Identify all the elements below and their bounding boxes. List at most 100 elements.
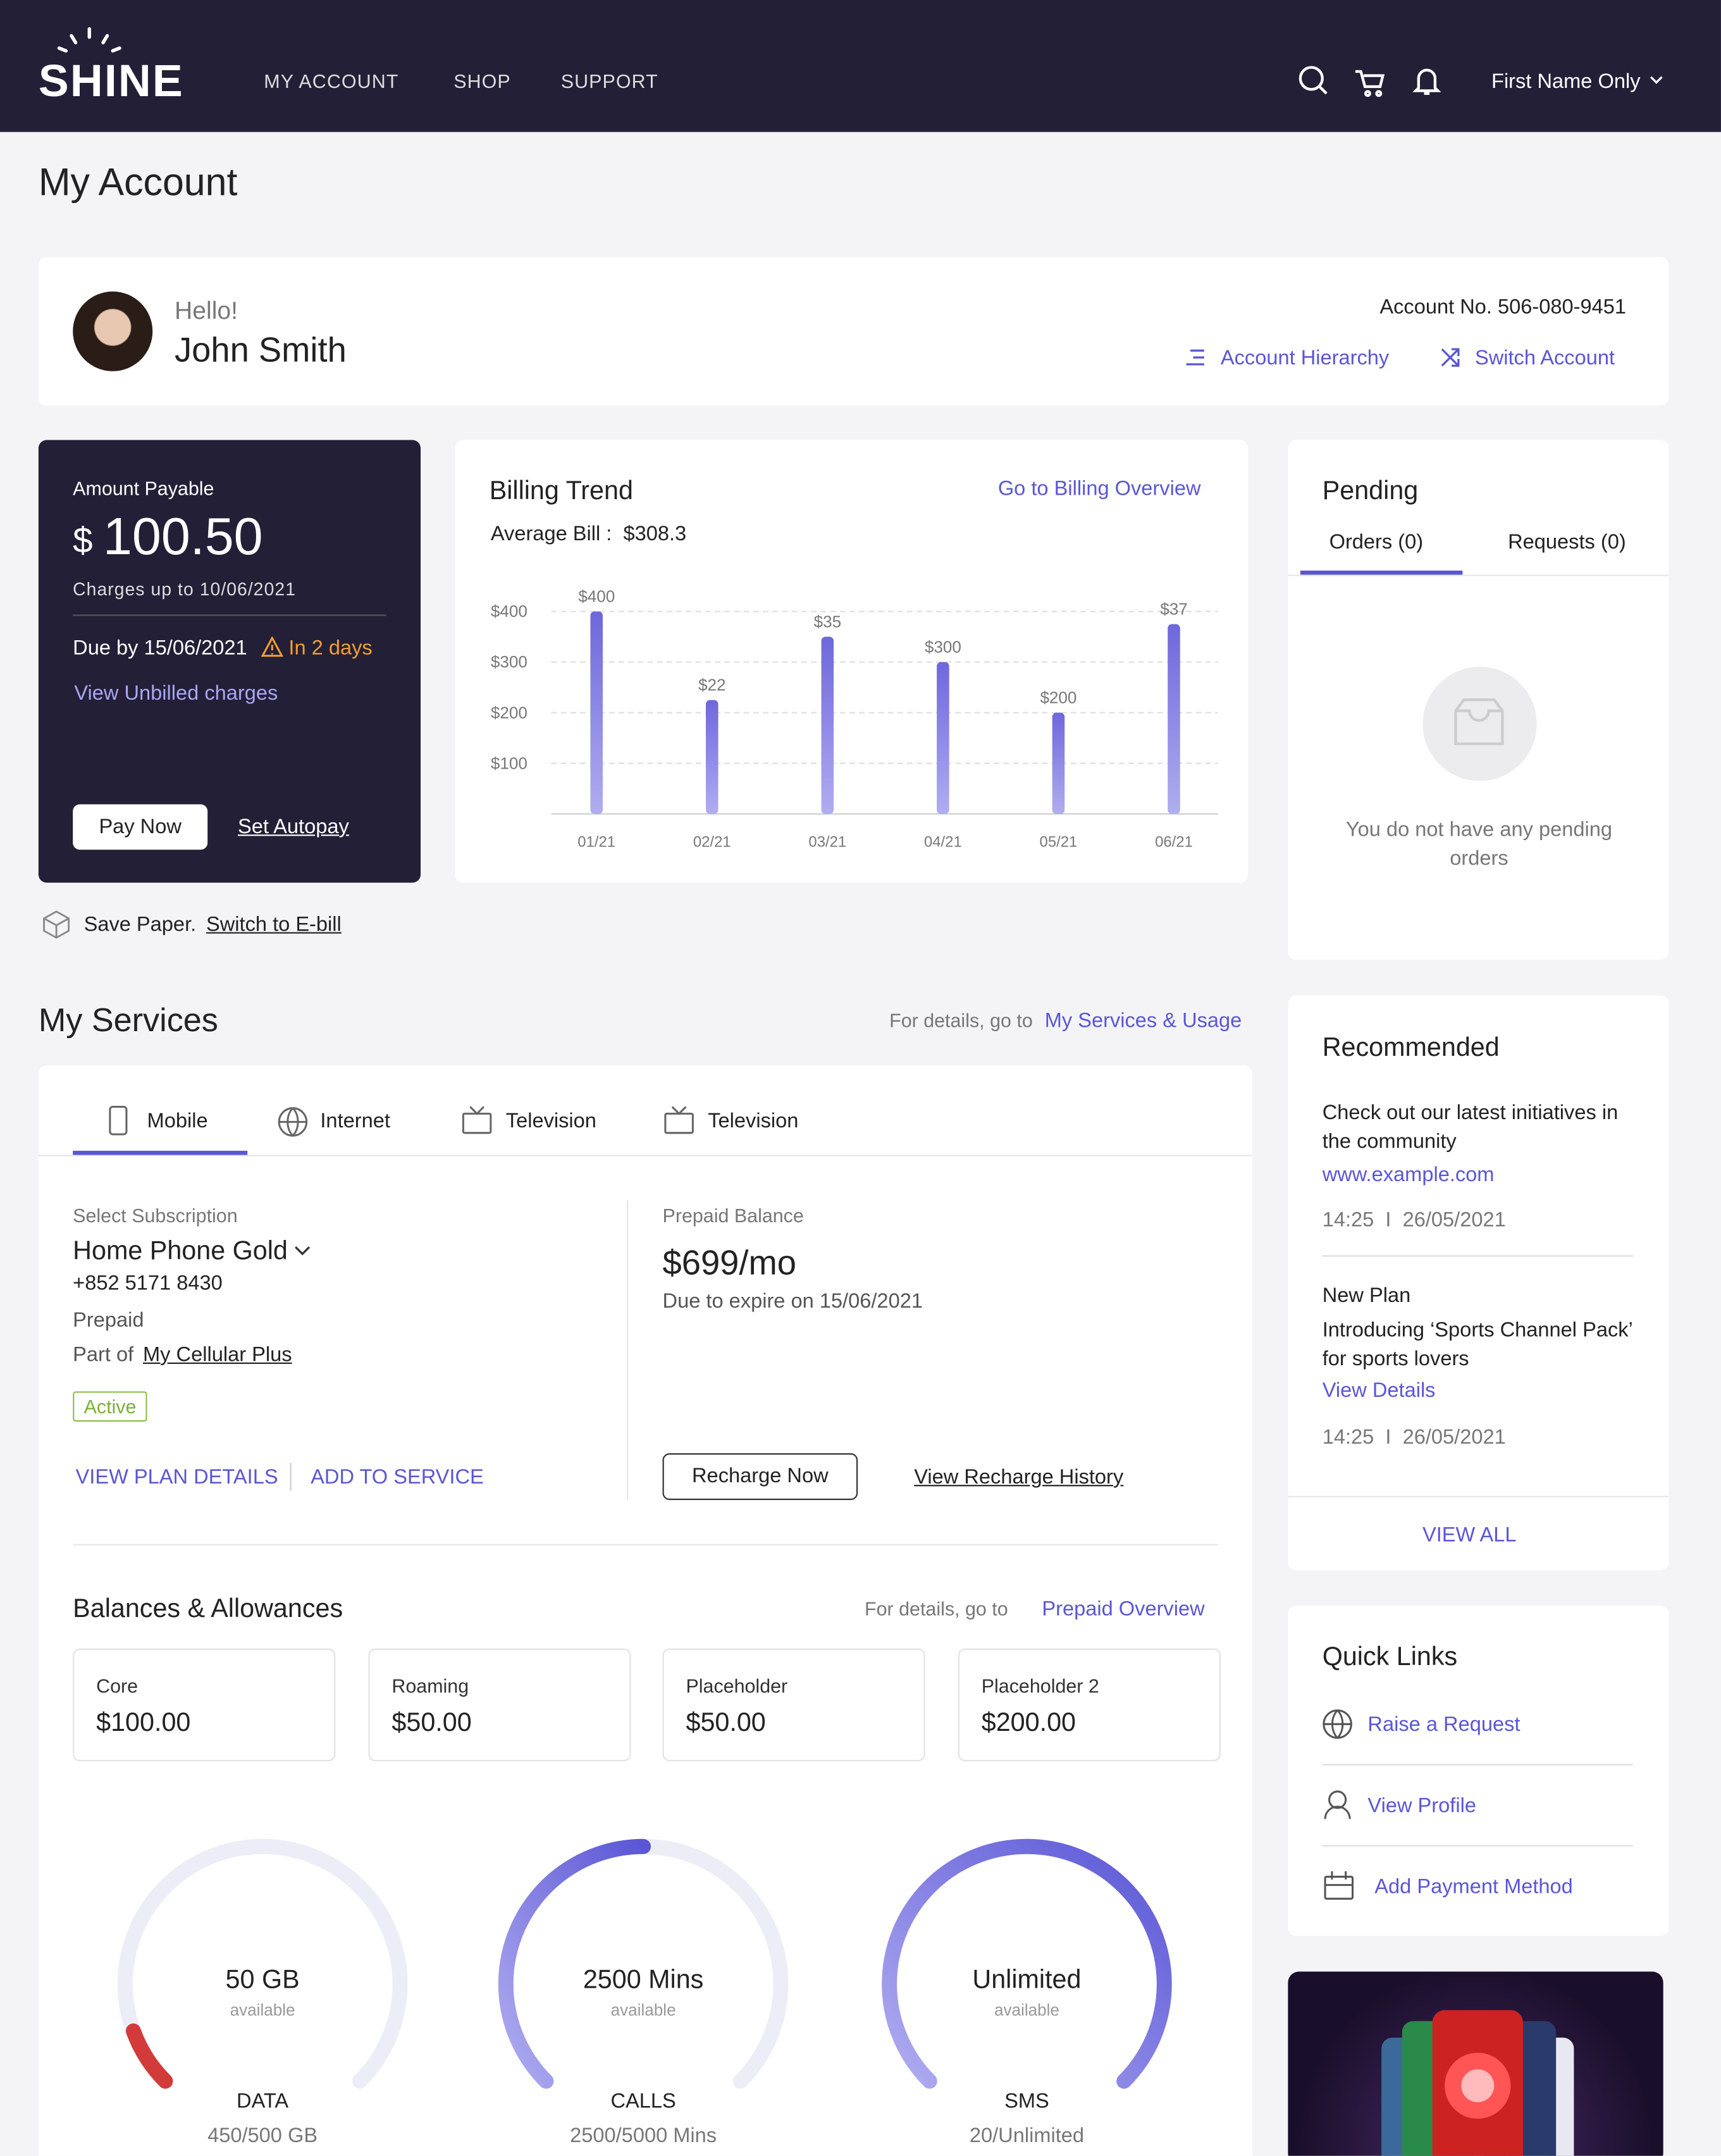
balance-card xyxy=(662,1648,925,1761)
rec-link[interactable]: www.example.com xyxy=(1322,1163,1495,1187)
nav-link[interactable]: SUPPORT xyxy=(560,70,658,92)
link-icons xyxy=(1186,348,1460,367)
quick-link[interactable]: Add Payment Method xyxy=(1374,1875,1573,1899)
details-text: For details, go to xyxy=(889,1009,1033,1031)
pay-now-button[interactable]: Pay Now xyxy=(73,804,208,850)
header-icons[interactable] xyxy=(1292,61,1457,102)
divider xyxy=(1322,1845,1633,1847)
balance-label: Roaming xyxy=(392,1675,469,1697)
prepaid-balance: $699/mo xyxy=(662,1244,796,1283)
rec-link[interactable]: View Details xyxy=(1322,1378,1436,1403)
balance-card xyxy=(73,1648,336,1761)
profile-card xyxy=(38,257,1669,406)
balance-label: Placeholder 2 xyxy=(981,1675,1099,1697)
x-tick-label: 04/21 xyxy=(924,834,962,851)
tab-divider xyxy=(1288,574,1669,576)
bar xyxy=(590,611,603,814)
charges-date: Charges up to 10/06/2021 xyxy=(73,578,297,600)
chart-subtitle: Average Bill : $308.3 xyxy=(490,522,687,546)
promo-phones xyxy=(1381,2010,1574,2156)
service-tab[interactable]: Television xyxy=(505,1109,596,1133)
unbilled-link[interactable]: View Unbilled charges xyxy=(74,681,278,705)
gauge-amount: Unlimited xyxy=(972,1966,1082,1995)
gauge-detail: 20/Unlimited xyxy=(969,2124,1085,2148)
gauge-amount: 50 GB xyxy=(225,1966,300,1995)
balance-label: Placeholder xyxy=(686,1675,788,1697)
autopay-link[interactable]: Set Autopay xyxy=(237,815,349,839)
divider xyxy=(1322,1255,1633,1257)
services-card xyxy=(38,1065,1252,2156)
gauge-fill xyxy=(498,1838,651,2089)
value-label: $37 xyxy=(1160,599,1187,618)
bar xyxy=(1168,624,1180,814)
chart-title: Billing Trend xyxy=(489,477,633,506)
nav-link[interactable]: MY ACCOUNT xyxy=(264,70,399,92)
field-label: Prepaid Balance xyxy=(662,1204,804,1227)
divider xyxy=(290,1463,292,1490)
rec-heading: New Plan xyxy=(1322,1284,1411,1308)
ebill-link[interactable]: Switch to E-bill xyxy=(206,913,342,937)
plan-type: Prepaid xyxy=(73,1308,144,1332)
rec-time: 14:25 I 26/05/2021 xyxy=(1322,1208,1506,1232)
x-tick-label: 06/21 xyxy=(1155,834,1193,851)
x-tick-label: 02/21 xyxy=(693,834,731,851)
account-hierarchy[interactable]: Account Hierarchy xyxy=(1220,346,1390,370)
x-tick-label: 05/21 xyxy=(1040,834,1078,851)
page-title: My Account xyxy=(38,161,238,204)
part-of: Part of xyxy=(73,1343,134,1367)
tab-icons xyxy=(109,1105,694,1137)
gauge-label: CALLS xyxy=(610,2090,676,2114)
warning-icon xyxy=(261,636,283,657)
x-tick-label: 01/21 xyxy=(577,834,615,851)
details-text: For details, go to xyxy=(865,1597,1008,1620)
recharge-button[interactable]: Recharge Now xyxy=(662,1453,858,1501)
section-title: My Services xyxy=(38,1002,218,1040)
tab-indicator xyxy=(73,1151,248,1155)
balance-value: $50.00 xyxy=(392,1709,472,1738)
view-all[interactable]: VIEW ALL xyxy=(1422,1523,1517,1547)
tab[interactable]: Orders (0) xyxy=(1329,530,1424,554)
service-tab[interactable]: Television xyxy=(708,1109,799,1133)
y-tick-label: $100 xyxy=(491,753,527,772)
balance-label: Core xyxy=(96,1675,139,1697)
plan-select[interactable]: Home Phone Gold xyxy=(73,1237,288,1267)
gauge-sub: available xyxy=(994,2000,1059,2020)
balance-card xyxy=(958,1648,1221,1761)
rec-text: Introducing ‘Sports Channel Pack’ for sp… xyxy=(1322,1318,1632,1371)
balance-value: $50.00 xyxy=(686,1709,766,1738)
billing-card xyxy=(455,440,1249,883)
usage-gauge xyxy=(882,1838,1172,2089)
part-link[interactable]: My Cellular Plus xyxy=(143,1343,292,1367)
logo[interactable]: SHINE xyxy=(38,54,184,106)
ebill-text: Save Paper. xyxy=(83,913,197,937)
gauge-detail: 2500/5000 Mins xyxy=(570,2124,717,2148)
plan-action[interactable]: ADD TO SERVICE xyxy=(311,1465,484,1489)
plan-action[interactable]: VIEW PLAN DETAILS xyxy=(75,1465,278,1489)
tab[interactable]: Requests (0) xyxy=(1508,530,1626,554)
balance-value: $200.00 xyxy=(981,1709,1076,1738)
quick-link[interactable]: Raise a Request xyxy=(1367,1713,1521,1737)
gauge-label: DATA xyxy=(237,2090,289,2114)
nav-link[interactable]: SHOP xyxy=(453,70,511,92)
gauge-amount: 2500 Mins xyxy=(583,1966,704,1995)
card-title: Recommended xyxy=(1322,1034,1500,1063)
service-tab[interactable]: Internet xyxy=(320,1109,390,1133)
value-label: $400 xyxy=(578,586,615,605)
amount: 100.50 xyxy=(102,509,263,567)
subsection-title: Balances & Allowances xyxy=(73,1595,343,1624)
quick-link[interactable]: View Profile xyxy=(1367,1794,1476,1818)
user-menu[interactable]: First Name Only xyxy=(1491,70,1641,94)
switch-account[interactable]: Switch Account xyxy=(1474,346,1615,370)
gauge-sub: available xyxy=(610,2000,676,2020)
billing-chart: $100 $200 $300 $400 01/21 $400 02/21 $22 03/21 $3… xyxy=(491,586,1218,851)
balances-link[interactable]: Prepaid Overview xyxy=(1042,1597,1205,1621)
services-link[interactable]: My Services & Usage xyxy=(1044,1009,1242,1033)
recharge-history[interactable]: View Recharge History xyxy=(914,1465,1124,1489)
divider xyxy=(73,1544,1218,1546)
service-tab[interactable]: Mobile xyxy=(147,1109,208,1133)
expiry: Due to expire on 15/06/2021 xyxy=(662,1289,923,1313)
billing-overview-link[interactable]: Go to Billing Overview xyxy=(997,477,1201,501)
recommended-card xyxy=(1288,995,1669,1570)
